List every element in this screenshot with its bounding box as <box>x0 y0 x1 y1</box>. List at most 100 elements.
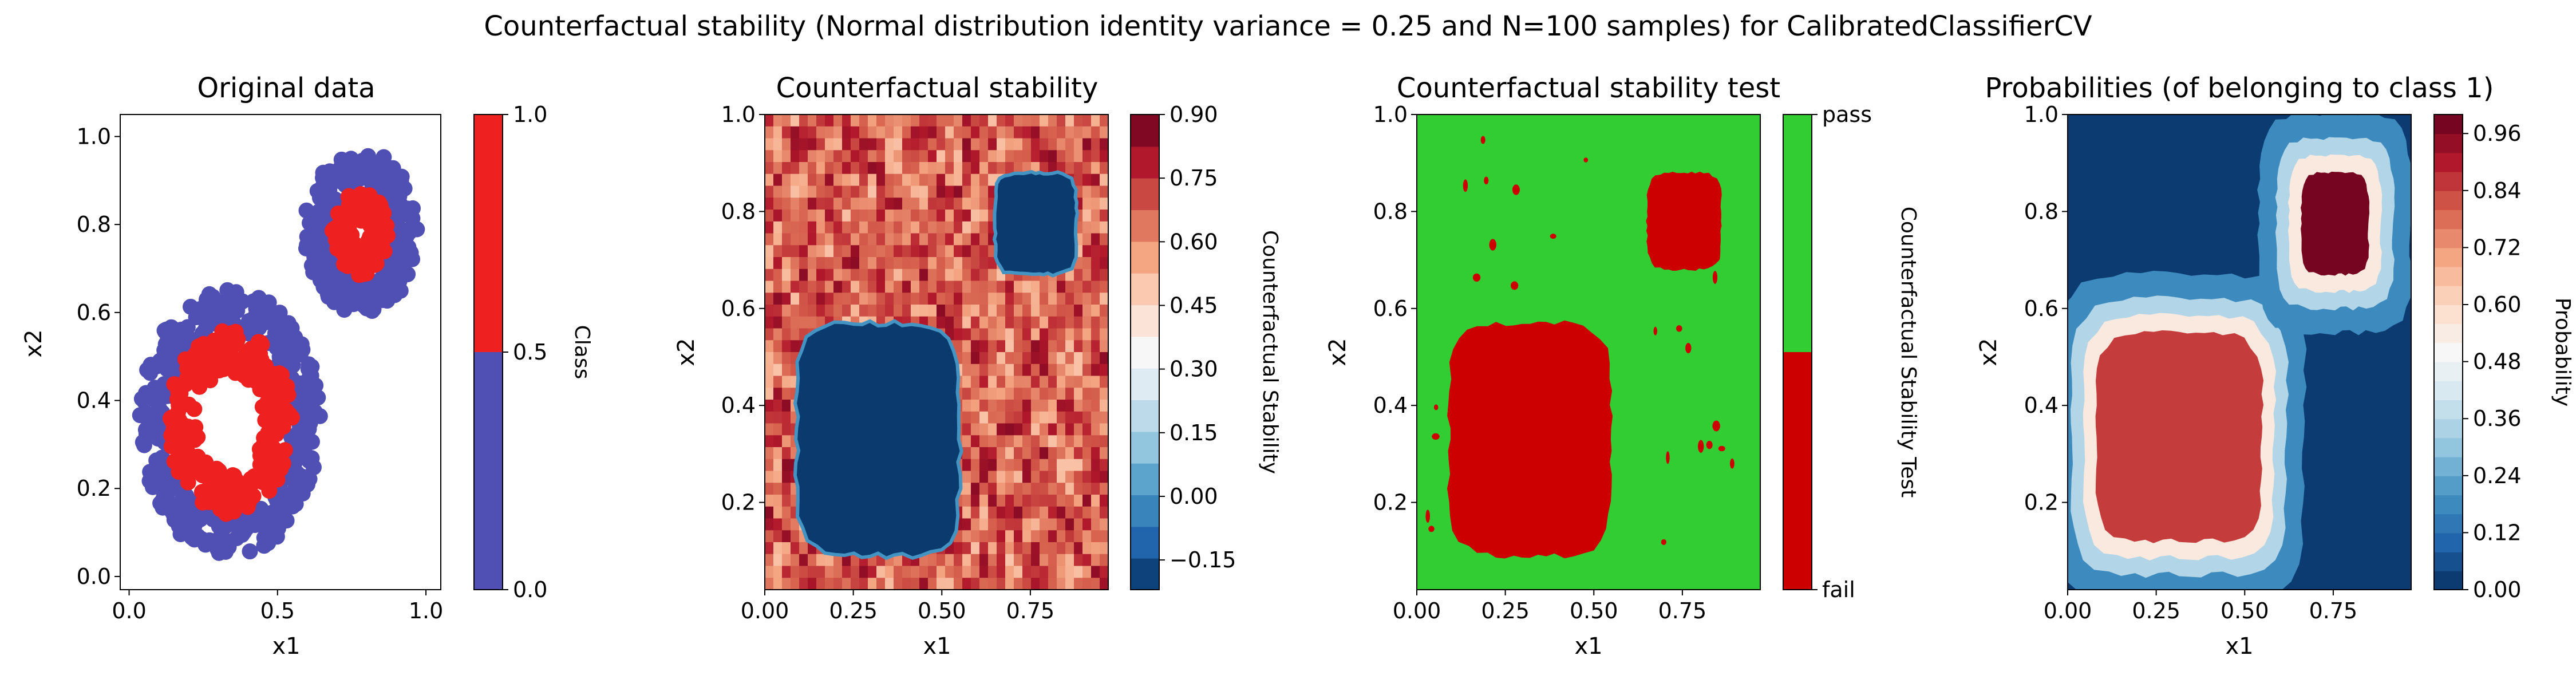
scatter-point-class-1 <box>206 493 222 510</box>
stability-cell <box>1057 114 1066 127</box>
stability-cell <box>1031 471 1040 484</box>
stability-cell <box>808 173 817 187</box>
stability-cell <box>979 459 989 472</box>
stability-cell <box>1014 554 1023 567</box>
stability-cell <box>988 578 997 590</box>
stability-cell <box>1057 328 1066 341</box>
stability-cell <box>782 459 791 472</box>
stability-cell <box>997 411 1006 424</box>
stability-cell <box>902 185 911 199</box>
fail-speck <box>1713 204 1717 217</box>
stability-cell <box>791 257 800 270</box>
stability-cell <box>919 162 929 175</box>
stability-cell <box>791 198 800 210</box>
stability-cell <box>1100 566 1108 579</box>
stability-cell <box>1057 138 1066 151</box>
stability-cell <box>1022 530 1032 543</box>
stability-cell <box>988 376 997 389</box>
stability-cell <box>765 471 774 484</box>
stability-cell <box>825 293 834 305</box>
stability-cell <box>1057 554 1066 567</box>
stability-cell <box>773 126 783 139</box>
stability-cell <box>773 328 783 341</box>
scatter-point-class-1 <box>362 232 378 248</box>
stability-cell <box>962 447 971 460</box>
stability-cell <box>765 530 774 543</box>
stability-cell <box>919 150 929 163</box>
stability-cell <box>997 566 1006 579</box>
stability-cell <box>1057 150 1066 163</box>
stability-cell <box>1005 138 1014 151</box>
stability-cell <box>851 173 860 187</box>
stability-cell <box>1091 518 1100 531</box>
stability-cell <box>928 173 937 187</box>
stability-cell <box>919 210 929 222</box>
stability-cell <box>902 257 911 270</box>
stability-cell <box>1100 352 1108 365</box>
stability-cell <box>1100 483 1108 495</box>
stability-cell <box>902 578 911 590</box>
stability-cell <box>997 518 1006 531</box>
stability-cell <box>842 126 851 139</box>
stability-cell <box>954 257 963 270</box>
stability-cell <box>1065 126 1074 139</box>
stability-cell <box>791 233 800 246</box>
stability-cell <box>799 293 808 305</box>
stability-cell <box>962 542 971 555</box>
stability-cell <box>833 305 843 317</box>
stability-cell <box>1082 316 1092 329</box>
stability-cell <box>1014 138 1023 151</box>
stability-cell <box>1065 506 1074 519</box>
stability-cell <box>954 554 963 567</box>
stability-cell <box>1040 495 1049 507</box>
stability-cell <box>1014 150 1023 163</box>
scatter-point-class-1 <box>272 390 289 406</box>
scatter-point-class-1 <box>339 252 355 269</box>
stability-cell <box>945 316 954 329</box>
stability-cell <box>799 198 808 210</box>
stability-cell <box>988 447 997 460</box>
stability-cell <box>799 162 808 175</box>
stability-cell <box>962 233 971 246</box>
stability-cell <box>765 328 774 341</box>
stability-cell <box>833 554 843 567</box>
stability-cell <box>765 447 774 460</box>
stability-cell <box>765 459 774 472</box>
stability-cell <box>919 185 929 199</box>
stability-cell <box>1040 471 1049 484</box>
stability-cell <box>791 138 800 151</box>
colorbar-segment-fail <box>1783 352 1812 590</box>
stability-cell <box>997 376 1006 389</box>
stability-cell <box>876 221 886 234</box>
stability-cell <box>979 566 989 579</box>
stability-cell <box>773 471 783 484</box>
scatter-point-class-1 <box>337 237 354 254</box>
stability-cell <box>894 185 903 199</box>
stability-cell <box>962 459 971 472</box>
stability-cell <box>1074 162 1083 175</box>
y-tick-label: 0.4 <box>77 388 111 413</box>
stability-cell <box>773 459 783 472</box>
stability-cell <box>1100 221 1108 234</box>
stability-cell <box>1057 293 1066 305</box>
stability-cell <box>988 388 997 400</box>
stability-cell <box>1040 388 1049 400</box>
stability-cell <box>1074 435 1083 448</box>
stability-cell <box>979 554 989 567</box>
stability-cell <box>782 352 791 365</box>
stability-cell <box>1031 495 1040 507</box>
stability-cell <box>773 518 783 531</box>
stability-cell <box>902 114 911 127</box>
y-axis-label: x2 <box>1325 338 1351 366</box>
stability-cell <box>988 423 997 436</box>
stability-cell <box>1031 150 1040 163</box>
stability-cell <box>1048 364 1057 377</box>
stability-cell <box>1014 471 1023 484</box>
colorbar-label: Probability <box>2551 298 2574 406</box>
stability-cell <box>997 316 1006 329</box>
stability-cell <box>894 173 903 187</box>
stability-cell <box>1091 162 1100 175</box>
stability-cell <box>1057 423 1066 436</box>
stability-cell <box>791 340 800 353</box>
stability-cell <box>1022 483 1032 495</box>
